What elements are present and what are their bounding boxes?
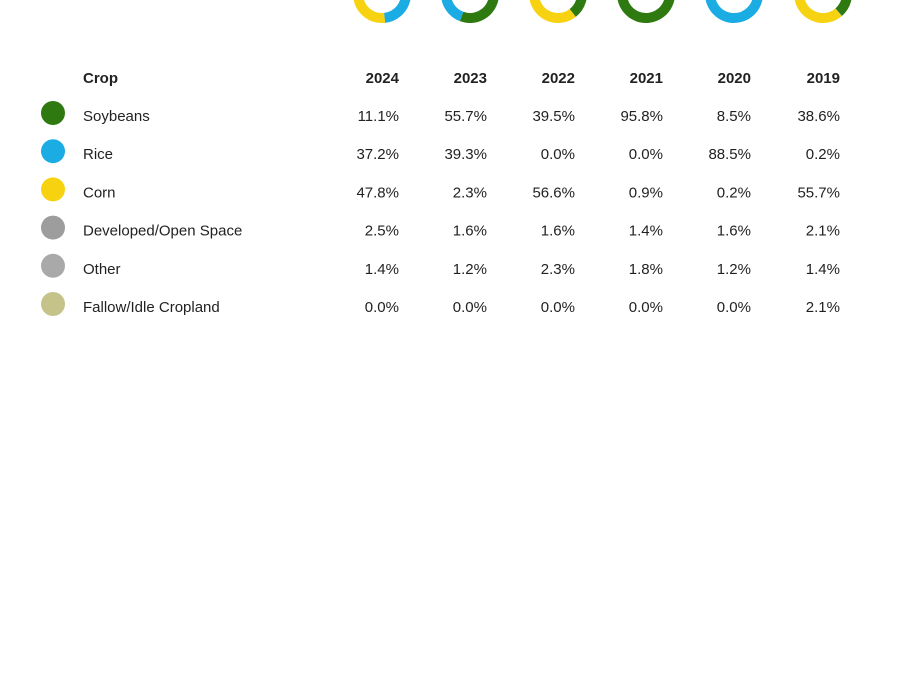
donut-segment: [441, 0, 464, 22]
donut-segment: [459, 0, 499, 23]
share-cell: 39.5%: [532, 108, 575, 125]
share-cell: 0.2%: [717, 184, 751, 201]
crop-name: Developed/Open Space: [83, 223, 242, 240]
share-cell: 2.1%: [806, 299, 840, 316]
column-header: 2021: [630, 70, 663, 87]
legend-dot: [41, 101, 65, 125]
crop-name: Rice: [83, 146, 113, 163]
legend-dot: [41, 292, 65, 316]
share-cell: 1.6%: [453, 223, 487, 240]
share-cell: 1.6%: [717, 223, 751, 240]
crop-name: Fallow/Idle Cropland: [83, 299, 220, 316]
column-header: 2022: [542, 70, 575, 87]
share-cell: 55.7%: [797, 184, 840, 201]
share-cell: 0.0%: [453, 299, 487, 316]
share-cell: 1.4%: [806, 261, 840, 278]
legend-dot: [41, 253, 65, 278]
column-header: 2020: [718, 70, 751, 87]
share-cell: 1.2%: [717, 261, 751, 278]
crop-name: Other: [83, 261, 121, 278]
share-cell: 1.6%: [541, 223, 575, 240]
crop-name: Corn: [83, 184, 116, 201]
share-cell: 0.2%: [806, 146, 840, 163]
column-header: 2023: [454, 70, 487, 87]
share-cell: 1.4%: [629, 223, 663, 240]
column-header: Crop: [83, 70, 118, 87]
share-cell: 2.3%: [541, 261, 575, 278]
donut-segment: [794, 0, 842, 23]
share-cell: 2.3%: [453, 184, 487, 201]
share-cell: 38.6%: [797, 108, 840, 125]
share-cell: 39.3%: [444, 146, 487, 163]
share-cell: 0.0%: [541, 146, 575, 163]
donut-segment: [569, 0, 587, 17]
share-cell: 2.1%: [806, 223, 840, 240]
share-cell: 0.0%: [629, 146, 663, 163]
share-cell: 0.0%: [365, 299, 399, 316]
legend-dot: [41, 177, 65, 202]
share-cell: 55.7%: [444, 108, 487, 125]
donut-segment: [529, 0, 576, 23]
share-cell: 2.5%: [365, 223, 399, 240]
donut-segment: [383, 0, 411, 23]
share-cell: 95.8%: [620, 108, 663, 125]
share-cell: 0.0%: [541, 299, 575, 316]
share-cell: 88.5%: [708, 146, 751, 163]
donut-segment: [353, 0, 386, 23]
donut-segment: [835, 0, 852, 16]
donut-segment: [705, 0, 763, 23]
donut-segment: [617, 0, 675, 23]
crop-name: Soybeans: [83, 108, 150, 125]
share-cell: 1.4%: [365, 261, 399, 278]
column-header: 2024: [366, 70, 400, 87]
share-cell: 0.0%: [629, 299, 663, 316]
share-cell: 8.5%: [717, 108, 751, 125]
share-cell: 1.2%: [453, 261, 487, 278]
legend-dot: [41, 139, 65, 164]
share-cell: 56.6%: [532, 184, 575, 201]
share-cell: 0.0%: [717, 299, 751, 316]
share-cell: 0.9%: [629, 184, 663, 201]
column-header: 2019: [807, 70, 840, 87]
share-cell: 47.8%: [356, 184, 399, 201]
share-cell: 1.8%: [629, 261, 663, 278]
share-cell: 37.2%: [356, 146, 399, 163]
legend-dot: [41, 215, 65, 240]
share-cell: 11.1%: [358, 108, 399, 125]
